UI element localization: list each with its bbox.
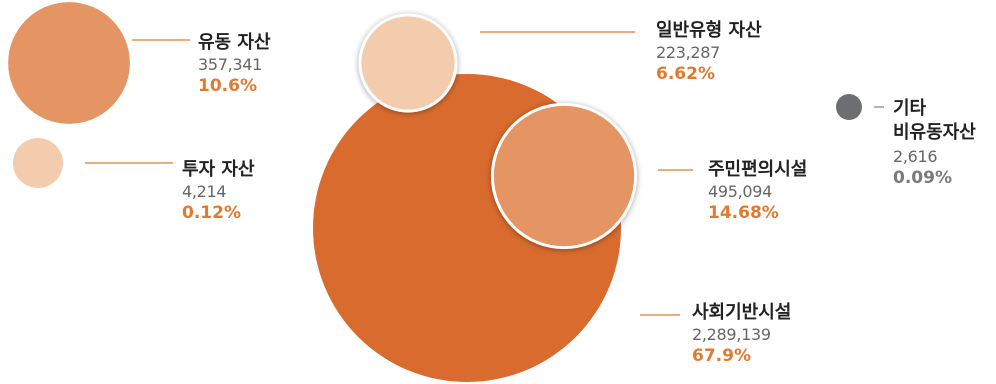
bubble-other bbox=[836, 94, 862, 120]
label-investment-assets: 투자 자산 4,214 0.12% bbox=[182, 159, 255, 224]
label-resident-facilities: 주민편의시설 495,094 14.68% bbox=[708, 159, 808, 224]
label-general-tangible-assets: 일반유형 자산 223,287 6.62% bbox=[656, 20, 762, 85]
label-other-noncurrent-assets: 기타 비유동자산 2,616 0.09% bbox=[893, 97, 976, 189]
label-name: 일반유형 자산 bbox=[656, 20, 762, 41]
label-name: 투자 자산 bbox=[182, 159, 255, 180]
bubble-general bbox=[358, 13, 458, 113]
label-percent: 14.68% bbox=[708, 203, 779, 224]
label-value: 2,616 bbox=[893, 146, 938, 166]
label-value: 4,214 bbox=[182, 181, 227, 201]
bubble-invest bbox=[13, 138, 63, 188]
label-percent: 6.62% bbox=[656, 64, 715, 85]
label-name: 사회기반시설 bbox=[692, 302, 792, 323]
label-value: 2,289,139 bbox=[692, 324, 771, 344]
label-infrastructure: 사회기반시설 2,289,139 67.9% bbox=[692, 302, 792, 367]
label-value: 495,094 bbox=[708, 181, 773, 201]
label-percent: 0.09% bbox=[893, 167, 952, 188]
bubble-resident bbox=[490, 102, 638, 250]
bubble-current bbox=[8, 2, 130, 124]
label-name: 주민편의시설 bbox=[708, 159, 808, 180]
label-value: 223,287 bbox=[656, 42, 721, 62]
label-percent: 10.6% bbox=[198, 76, 257, 97]
label-value: 357,341 bbox=[198, 54, 263, 74]
label-name: 기타 비유동자산 bbox=[893, 98, 976, 144]
label-name: 유동 자산 bbox=[198, 32, 271, 53]
label-current-assets: 유동 자산 357,341 10.6% bbox=[198, 32, 271, 97]
label-percent: 0.12% bbox=[182, 203, 241, 224]
label-percent: 67.9% bbox=[692, 346, 751, 367]
